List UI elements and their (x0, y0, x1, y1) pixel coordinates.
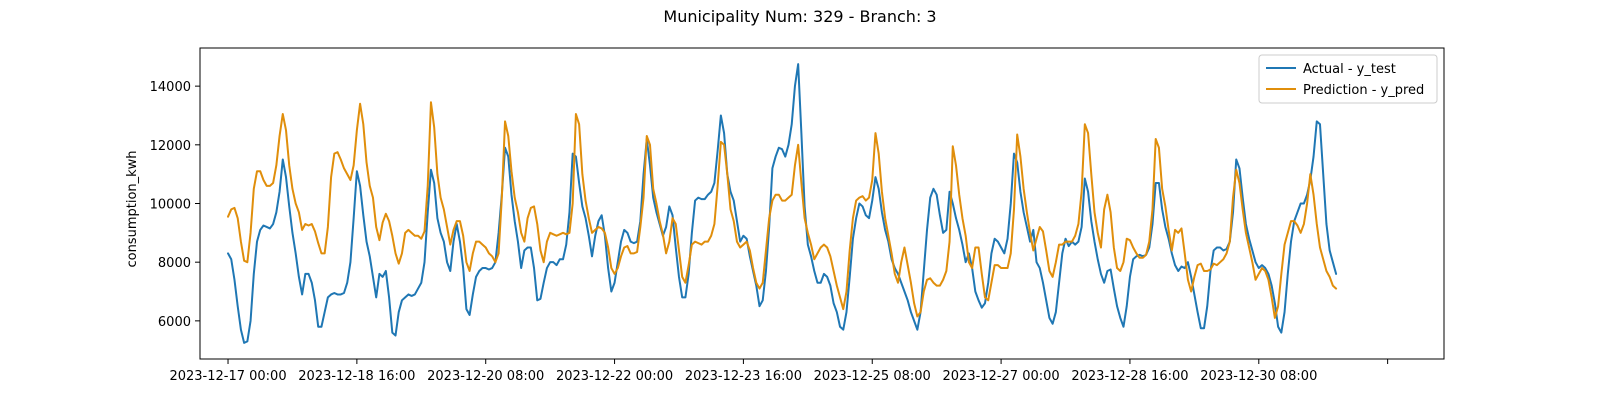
x-tick-label: 2023-12-18 16:00 (298, 369, 415, 384)
legend-entry: Prediction - y_pred (1303, 83, 1424, 98)
y-tick-label: 12000 (150, 139, 191, 154)
x-tick-label: 2023-12-20 08:00 (427, 369, 544, 384)
x-tick-label: 2023-12-27 00:00 (943, 369, 1060, 384)
x-tick-label: 2023-12-23 16:00 (685, 369, 802, 384)
y-axis-label: consumption_kwh (125, 150, 140, 267)
chart-title: Municipality Num: 329 - Branch: 3 (663, 7, 936, 26)
x-tick-label: 2023-12-25 08:00 (814, 369, 931, 384)
x-tick-label: 2023-12-22 00:00 (556, 369, 673, 384)
x-tick-label: 2023-12-30 08:00 (1200, 369, 1317, 384)
legend-box (1258, 54, 1438, 104)
plot-area: 6000 8000 10000 12000 14000 2023-12-17 00:00 2… (150, 47, 1445, 384)
x-tick-label: 2023-12-28 16:00 (1071, 369, 1188, 384)
y-tick-label: 6000 (158, 315, 191, 330)
series-line-prediction (227, 101, 1338, 319)
y-tick-label: 8000 (158, 256, 191, 271)
series-line-actual (227, 63, 1338, 344)
y-tick-label: 10000 (150, 198, 191, 213)
legend-entry: Actual - y_test (1303, 62, 1396, 77)
axes-frame (199, 47, 1445, 360)
x-tick-label: 2023-12-17 00:00 (169, 369, 286, 384)
y-tick-label: 14000 (150, 80, 191, 95)
legend: Actual - y_test Prediction - y_pred (1258, 54, 1438, 104)
